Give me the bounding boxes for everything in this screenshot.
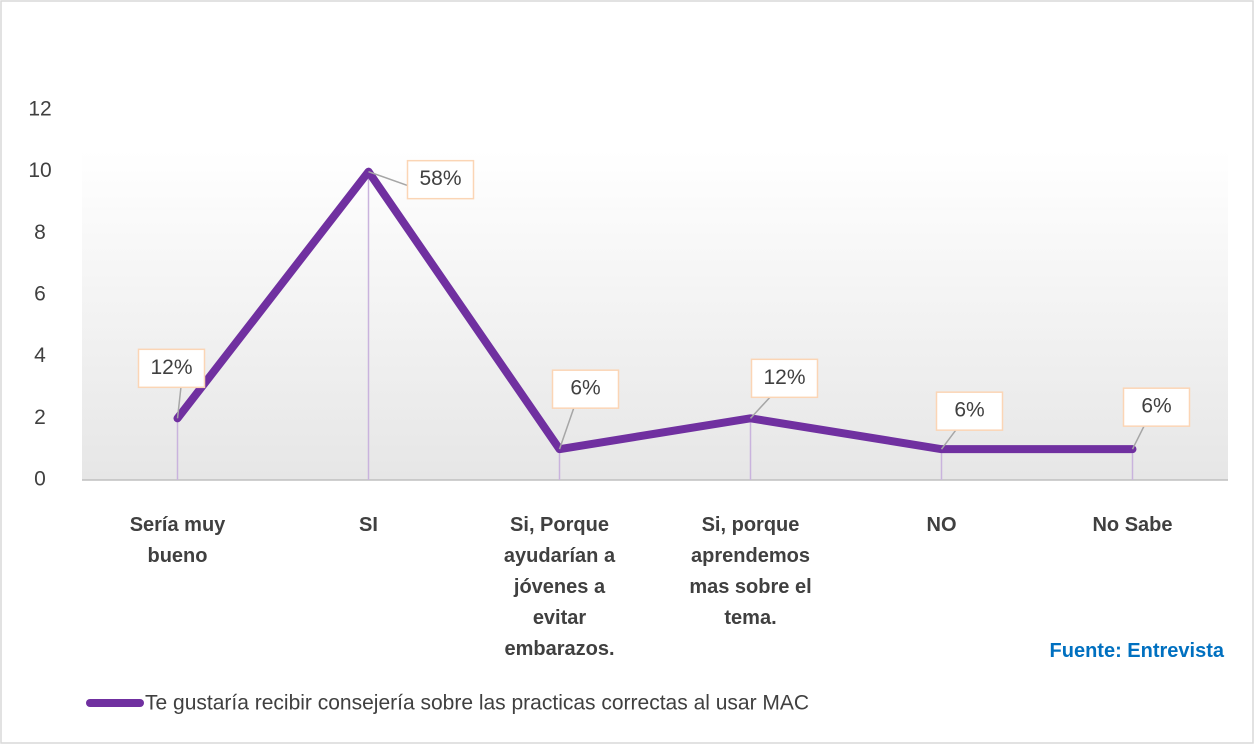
y-tick-label: 2 bbox=[34, 406, 46, 429]
y-tick-label: 8 bbox=[34, 221, 46, 244]
y-tick-label: 12 bbox=[28, 98, 51, 121]
data-label-box bbox=[1122, 387, 1191, 427]
leader-line bbox=[176, 382, 183, 419]
x-tick-label: Si, porque aprendemos mas sobre el tema. bbox=[689, 514, 812, 629]
data-label: 12% bbox=[150, 356, 192, 379]
y-tick-label: 0 bbox=[34, 468, 46, 491]
plot-background bbox=[82, 150, 1228, 480]
leader-line bbox=[558, 402, 577, 450]
data-label: 58% bbox=[419, 167, 461, 190]
data-label-box bbox=[750, 358, 819, 399]
x-tick-label: Si, Porque ayudarían a jóvenes a evitar … bbox=[503, 514, 616, 660]
x-tick-label: Sería muy bueno bbox=[129, 514, 226, 567]
y-tick-label: 10 bbox=[28, 159, 51, 182]
y-tick-label: 4 bbox=[34, 344, 46, 367]
data-label: 6% bbox=[954, 399, 984, 422]
source-note: Fuente: Entrevista bbox=[1049, 640, 1224, 662]
x-tick-label: SI bbox=[359, 514, 378, 536]
x-tick-label: No Sabe bbox=[1092, 514, 1173, 536]
data-label-box bbox=[551, 369, 620, 409]
legend-label: Te gustaría recibir consejería sobre las… bbox=[145, 692, 809, 715]
series-line bbox=[173, 167, 1137, 454]
data-label-box bbox=[406, 159, 475, 200]
data-label: 6% bbox=[570, 377, 600, 400]
x-tick-label: NO bbox=[926, 514, 957, 536]
data-label-box bbox=[935, 391, 1004, 431]
data-label: 12% bbox=[763, 366, 805, 389]
y-tick-label: 6 bbox=[34, 283, 46, 306]
data-label-box bbox=[137, 348, 206, 389]
data-label: 6% bbox=[1141, 395, 1171, 418]
